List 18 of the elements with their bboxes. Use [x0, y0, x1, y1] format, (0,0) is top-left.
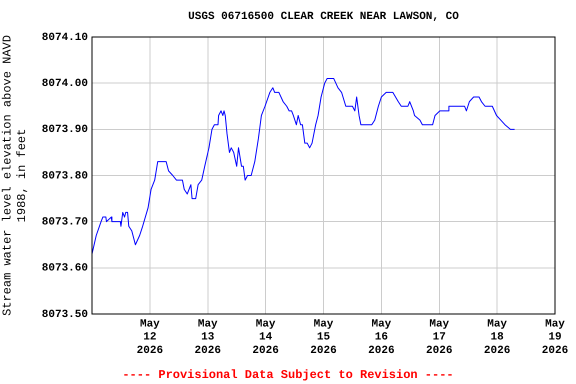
x-tick-label: May 15 2026	[310, 318, 337, 357]
x-tick-label: May 12 2026	[136, 318, 164, 357]
y-axis-title: Stream water level elevation above NAVD 1988, in feet	[0, 35, 29, 316]
y-tick-label: 8073.80	[42, 170, 88, 182]
x-tick-label: May 19 2026	[542, 318, 568, 357]
x-tick-label: May 17 2026	[426, 318, 452, 357]
y-tick-label: 8073.60	[42, 262, 88, 275]
text: ---- Provisional Data Subject to Revision ----	[121, 368, 455, 382]
x-tick-label: May 16 2026	[368, 318, 395, 357]
x-tick-label: May 14 2026	[252, 318, 279, 357]
x-tick-label: May 18 2026	[484, 318, 510, 357]
x-tick-label: May 13 2026	[194, 318, 221, 357]
y-tick-label: 8073.70	[42, 216, 88, 228]
y-tick-label: 8074.10	[42, 32, 88, 44]
y-tick-label: 8074.00	[42, 78, 88, 90]
y-tick-label: 8073.50	[42, 308, 88, 321]
y-tick-label: 8073.90	[42, 124, 88, 136]
chart-title: USGS 06716500 CLEAR CREEK NEAR LAWSON, CO	[187, 11, 460, 23]
